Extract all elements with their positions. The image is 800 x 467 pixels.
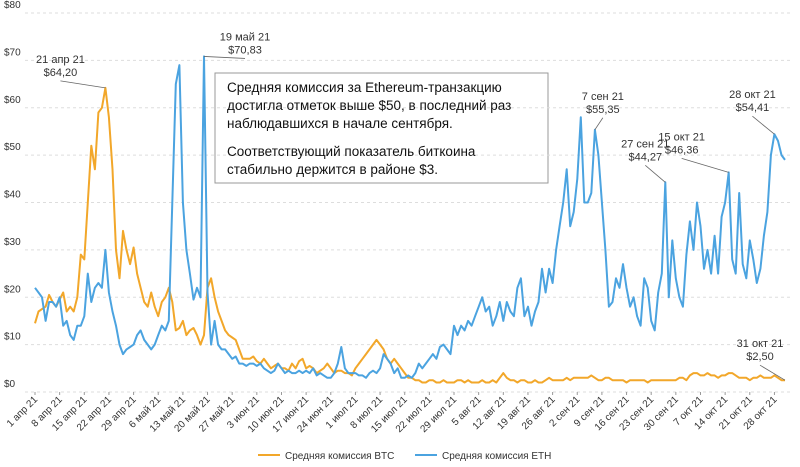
note-text: Средняя комиссия за Ethereum-транзакцию	[227, 80, 502, 95]
y-tick-label: $30	[4, 237, 21, 248]
annotation-date: 28 окт 21	[729, 89, 776, 101]
note-text: наблюдавшихся в начале сентября.	[227, 116, 453, 131]
annotation-date: 21 апр 21	[36, 54, 85, 66]
annotation-date: 7 сен 21	[582, 91, 624, 103]
annotation-value: $55,35	[586, 104, 620, 116]
y-tick-label: $70	[4, 47, 21, 58]
annotation-date: 27 сен 21	[621, 138, 669, 150]
note-text: стабильно держится в районе $3.	[227, 162, 438, 177]
annotation-value: $46,36	[665, 144, 699, 156]
note-text: достигла отметок выше $50, в последний р…	[227, 98, 511, 113]
annotation-date: 31 окт 21	[737, 338, 784, 350]
annotation-leader	[681, 157, 729, 173]
y-tick-label: $0	[4, 379, 16, 390]
annotation-value: $70,83	[228, 44, 262, 56]
annotation-leader	[594, 117, 604, 131]
annotation-leader	[759, 364, 786, 381]
annotation-date: 19 май 21	[220, 31, 270, 43]
annotation-leader	[60, 80, 106, 89]
annotation-leader	[645, 164, 666, 183]
series-line	[34, 55, 786, 379]
legend-label: Средняя комиссия BTC	[285, 451, 394, 462]
y-tick-label: $40	[4, 190, 21, 201]
legend-label: Средняя комиссия ETH	[442, 451, 551, 462]
annotation-leader	[752, 115, 775, 135]
annotation-value: $64,20	[44, 67, 78, 79]
annotation-value: $2,50	[746, 351, 774, 363]
annotation-date: 15 окт 21	[658, 131, 705, 143]
y-tick-label: $80	[4, 0, 21, 11]
annotation-value: $54,41	[736, 102, 770, 114]
y-tick-label: $20	[4, 284, 21, 295]
y-tick-label: $10	[4, 332, 21, 343]
annotation-leader	[203, 56, 246, 59]
note-box	[214, 72, 549, 184]
y-tick-label: $60	[4, 95, 21, 106]
y-tick-label: $50	[4, 142, 21, 153]
note-text: Соответствующий показатель биткоина	[227, 144, 476, 159]
annotation-value: $44,27	[628, 151, 662, 163]
